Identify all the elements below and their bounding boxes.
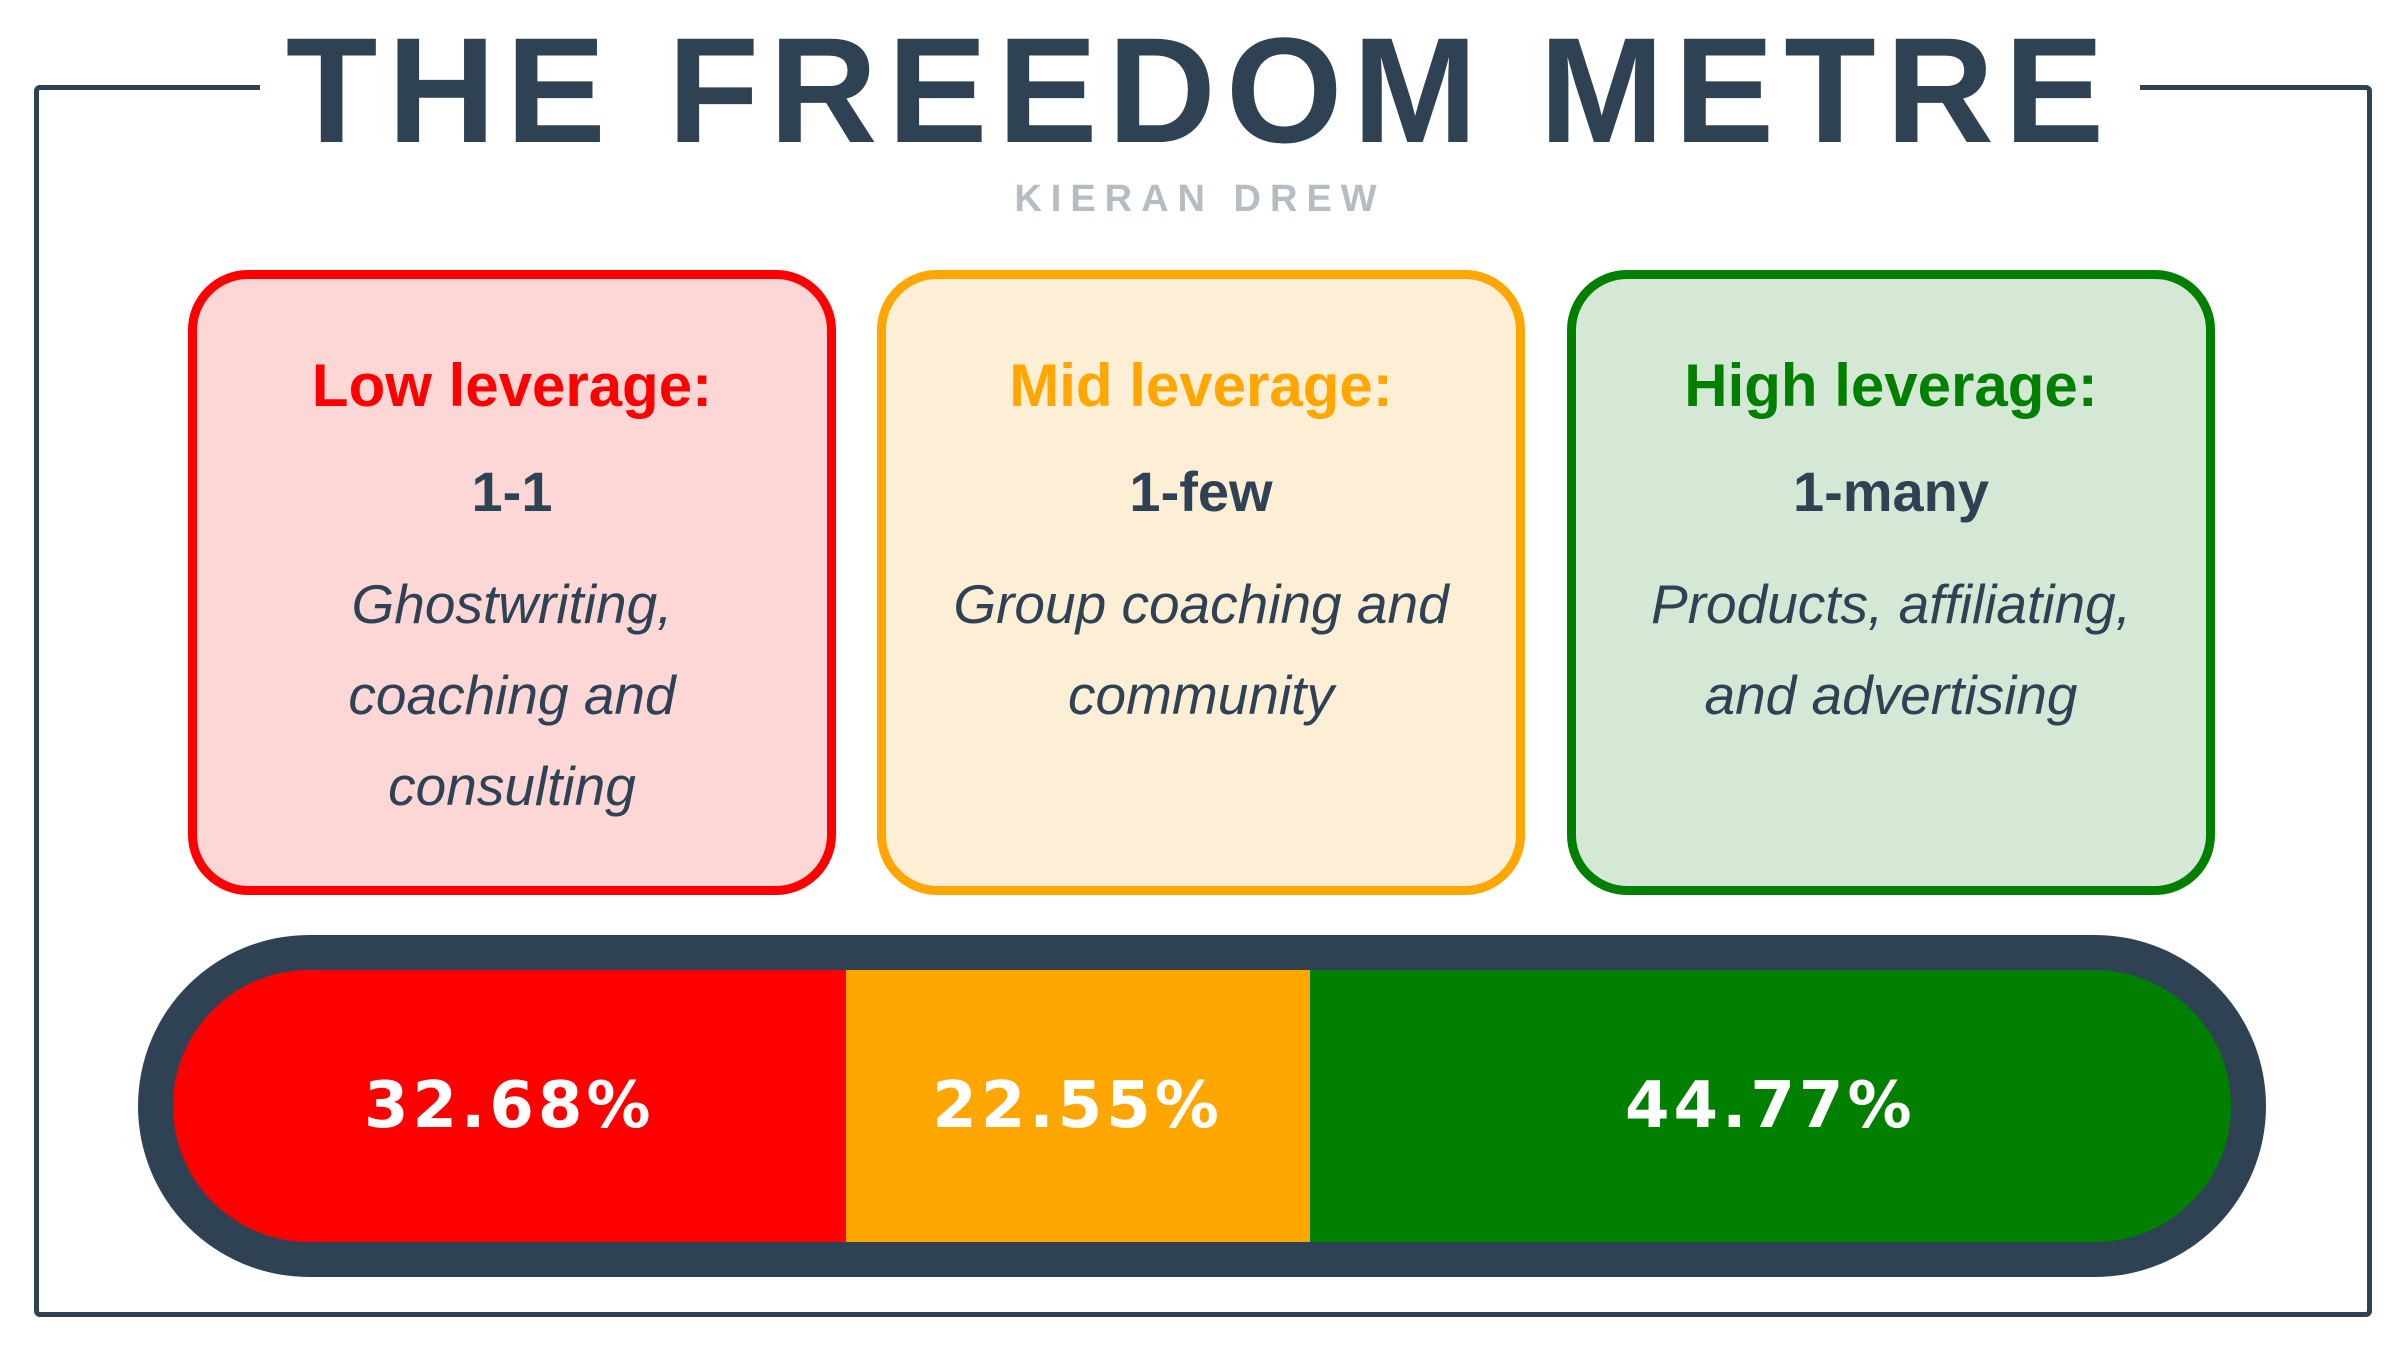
card-description: Group coaching and community — [953, 573, 1449, 726]
author-subtitle: KIERAN DREW — [1014, 178, 1386, 220]
meter-segment-low: 32.68% — [173, 970, 846, 1242]
meter-segment-label: 22.55% — [932, 1069, 1223, 1143]
card-heading: Low leverage: — [311, 352, 713, 419]
card-ratio: 1-1 — [471, 460, 553, 523]
meter-segment-high: 44.77% — [1309, 970, 2231, 1242]
meter-segment-mid: 22.55% — [845, 970, 1310, 1242]
card-description: Products, affiliating, and advertising — [1651, 573, 2131, 726]
high-leverage-card: High leverage: 1-many Products, affiliat… — [1567, 270, 2215, 895]
card-description: Ghostwriting, coaching and consulting — [348, 573, 676, 817]
meter-bar: 32.68% 22.55% 44.77% — [173, 970, 2231, 1242]
low-leverage-card: Low leverage: 1-1 Ghostwriting, coaching… — [188, 270, 836, 895]
card-heading: Mid leverage: — [1009, 352, 1393, 419]
card-heading: High leverage: — [1684, 352, 2098, 419]
mid-leverage-card: Mid leverage: 1-few Group coaching and c… — [877, 270, 1525, 895]
meter-segment-label: 32.68% — [363, 1069, 655, 1143]
meter-segment-label: 44.77% — [1625, 1069, 1916, 1143]
card-ratio: 1-many — [1792, 460, 1990, 523]
page-title: THE FREEDOM METRE — [260, 10, 2140, 170]
card-ratio: 1-few — [1129, 460, 1273, 523]
freedom-meter: 32.68% 22.55% 44.77% — [138, 935, 2266, 1277]
